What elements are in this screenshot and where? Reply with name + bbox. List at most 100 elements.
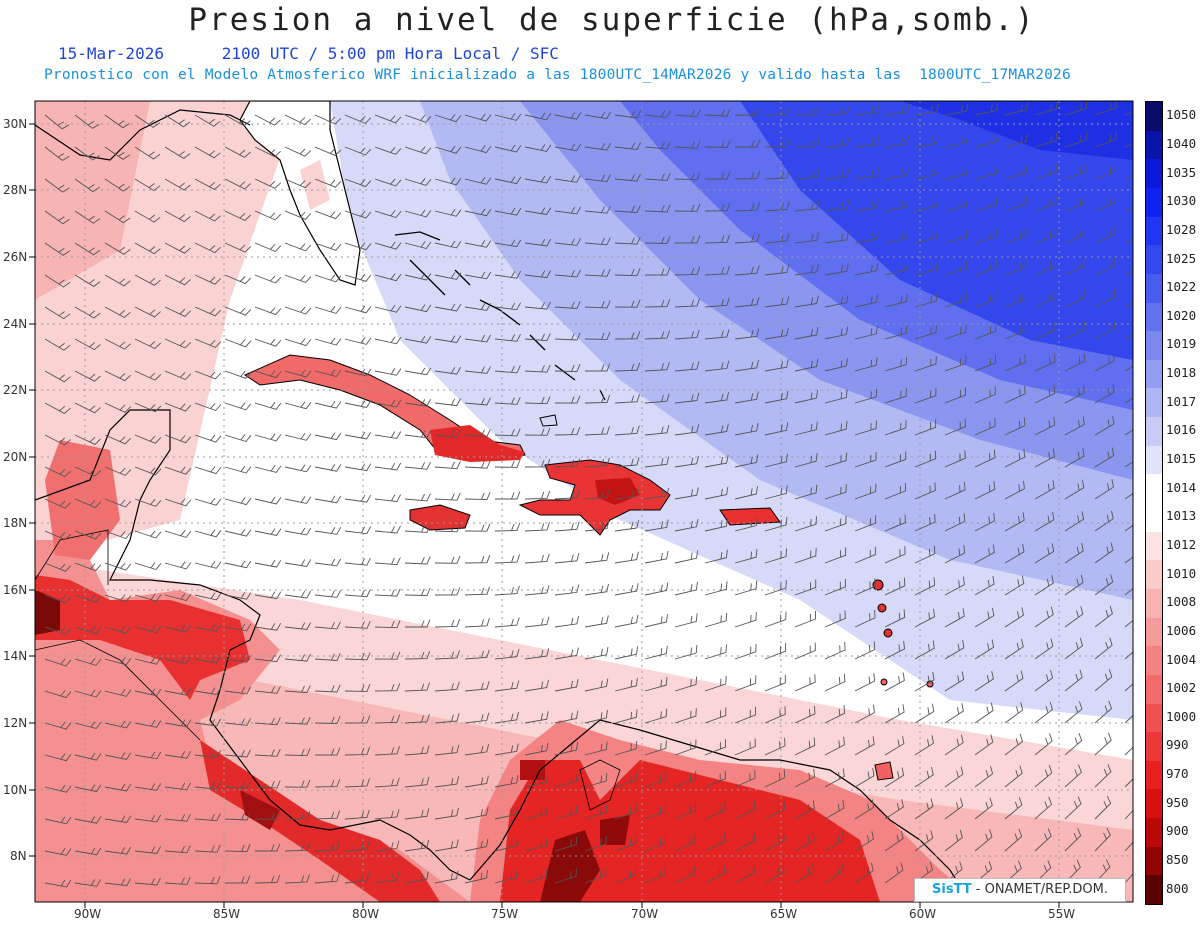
colorbar-segment: [1146, 273, 1162, 303]
wind-barb: [314, 590, 341, 598]
wind-barb: [524, 364, 551, 373]
wind-barb: [764, 170, 790, 180]
wind-barb: [734, 486, 758, 500]
wind-barb: [554, 238, 581, 246]
wind-barb: [464, 176, 492, 185]
wind-barb: [464, 649, 490, 660]
wind-barb: [1094, 384, 1115, 404]
wind-barb: [944, 576, 965, 596]
wind-barb: [824, 610, 846, 628]
wind-barb: [464, 712, 490, 724]
wind-barb: [794, 263, 820, 276]
wind-barb: [584, 363, 611, 372]
wind-barb: [1064, 796, 1082, 820]
wind-barb: [884, 199, 909, 212]
wind-barb: [434, 618, 461, 628]
wind-barb: [284, 653, 311, 662]
wind-barb: [104, 402, 132, 413]
wind-barb: [734, 517, 758, 532]
wind-barb: [464, 618, 490, 628]
wind-barb: [944, 260, 968, 276]
wind-barb: [764, 611, 787, 628]
wind-barb: [524, 490, 551, 500]
wind-barb: [404, 304, 432, 313]
wind-barb: [734, 359, 759, 372]
wind-barb: [554, 615, 580, 628]
wind-barb: [74, 114, 100, 129]
wind-barb: [734, 422, 759, 436]
wind-barb: [554, 552, 580, 564]
lat-label-16n: 16N: [3, 583, 28, 597]
wind-barb: [374, 368, 402, 376]
wind-barb: [824, 452, 848, 468]
wind-barb: [1004, 670, 1024, 692]
wind-barb: [974, 512, 995, 532]
wind-barb: [314, 778, 341, 788]
wind-barb: [254, 717, 281, 726]
wind-barb: [674, 487, 699, 500]
wind-barb: [1004, 259, 1027, 276]
wind-barb: [434, 461, 461, 470]
wind-barb: [1034, 860, 1052, 884]
wind-barb: [644, 803, 667, 820]
wind-barb: [164, 876, 191, 885]
wind-barb: [704, 360, 730, 372]
wind-barb: [974, 291, 997, 308]
colorbar-segment: [1146, 302, 1162, 332]
colorbar-segment: [1146, 216, 1162, 246]
wind-barb: [584, 300, 611, 309]
wind-barb: [494, 396, 521, 405]
wind-barb: [644, 677, 668, 692]
wind-barb: [464, 271, 492, 280]
colorbar-label: 900: [1166, 823, 1189, 839]
wind-barb: [884, 262, 909, 276]
wind-barb: [944, 292, 967, 308]
wind-barb: [554, 742, 579, 756]
wind-barb: [764, 516, 788, 532]
wind-barb: [1064, 701, 1083, 724]
wind-barb: [194, 813, 221, 822]
wind-barb: [764, 548, 788, 564]
wind-barb: [104, 720, 132, 729]
colorbar-segment: [1146, 646, 1162, 676]
wind-barb: [524, 238, 552, 247]
wind-barb: [1064, 574, 1084, 596]
wind-barb: [1004, 133, 1028, 148]
wind-barb: [704, 833, 726, 852]
wind-barb: [554, 332, 581, 341]
wind-barb: [1034, 701, 1053, 724]
wind-barb: [494, 333, 521, 342]
wind-barb: [1124, 864, 1133, 884]
wind-barb: [674, 392, 700, 404]
wind-barb: [884, 167, 909, 180]
wind-barb: [194, 466, 222, 475]
wind-barb: [284, 685, 311, 694]
wind-barb: [584, 237, 611, 246]
wind-barb: [554, 364, 581, 373]
wind-barb: [254, 780, 281, 789]
wind-barb: [524, 774, 549, 788]
lat-label-24n: 24N: [3, 317, 28, 331]
wind-barb: [1124, 651, 1133, 660]
wind-barb: [524, 648, 550, 660]
wind-barb: [854, 199, 879, 212]
wind-barb: [584, 394, 611, 404]
wind-barb: [254, 306, 282, 316]
wind-barb: [104, 783, 132, 792]
wind-barb: [224, 210, 252, 222]
wind-barb: [224, 178, 251, 190]
wind-barb: [524, 711, 549, 724]
central-america-coast: [35, 409, 471, 881]
wind-barb: [524, 679, 549, 692]
wind-barb: [164, 530, 192, 538]
wind-barb: [974, 134, 999, 148]
colorbar-segment: [1146, 388, 1162, 418]
wind-barb: [1004, 512, 1025, 532]
axis-ticks: [29, 123, 1060, 908]
lat-label-30n: 30N: [3, 117, 28, 131]
wind-barb: [734, 770, 756, 788]
wind-barb: [674, 424, 700, 436]
wind-barb: [194, 750, 221, 759]
colorbar-segment: [1146, 531, 1162, 561]
jamaica-island: [409, 504, 471, 531]
